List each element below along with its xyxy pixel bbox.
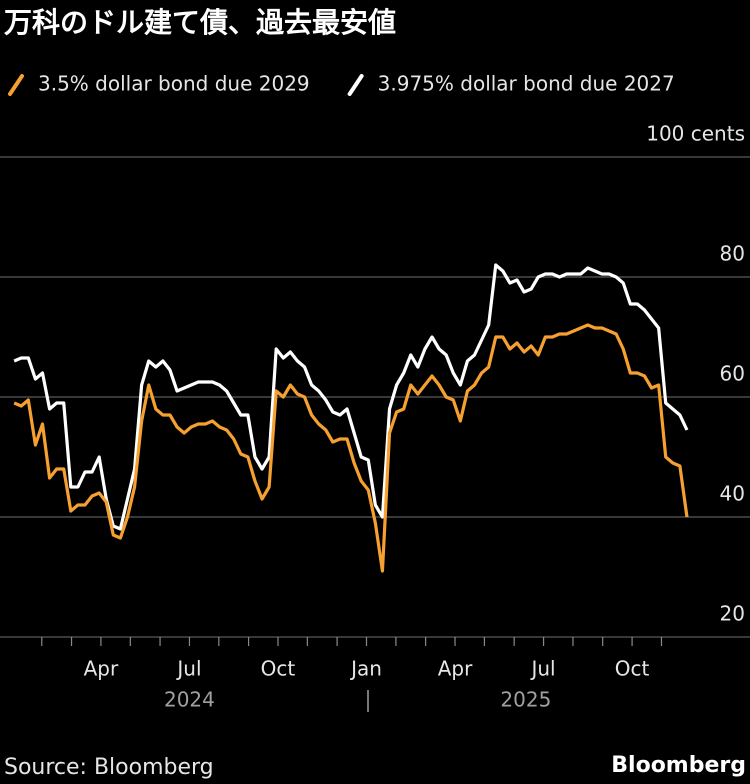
x-tick-label: Oct: [261, 657, 296, 681]
x-tick-label: Jul: [529, 657, 555, 681]
x-year-label: 2025: [500, 688, 551, 712]
x-tick-label: Jul: [175, 657, 201, 681]
x-tick-label: Apr: [438, 657, 473, 681]
y-tick-label: 80: [720, 242, 745, 266]
y-tick-label: 40: [720, 482, 745, 506]
x-tick-label: Oct: [615, 657, 650, 681]
legend-swatch: [347, 74, 364, 96]
y-tick-label: 60: [720, 362, 745, 386]
series-line: [13, 263, 689, 531]
chart-title: 万科のドル建て債、過去最安値: [4, 6, 396, 39]
y-tick-label: 100 cents: [646, 122, 745, 146]
source: Source: Bloomberg: [4, 755, 214, 780]
y-tick-label: 20: [720, 602, 745, 626]
brand: Bloomberg: [611, 753, 746, 778]
legend-label: 3.5% dollar bond due 2029: [38, 72, 310, 96]
x-tick-label: Jan: [349, 657, 382, 681]
legend-swatch: [8, 74, 24, 96]
legend-label: 3.975% dollar bond due 2027: [378, 72, 675, 96]
x-tick-label: Apr: [84, 657, 119, 681]
series-line: [13, 323, 689, 573]
x-year-label: 2024: [164, 688, 215, 712]
